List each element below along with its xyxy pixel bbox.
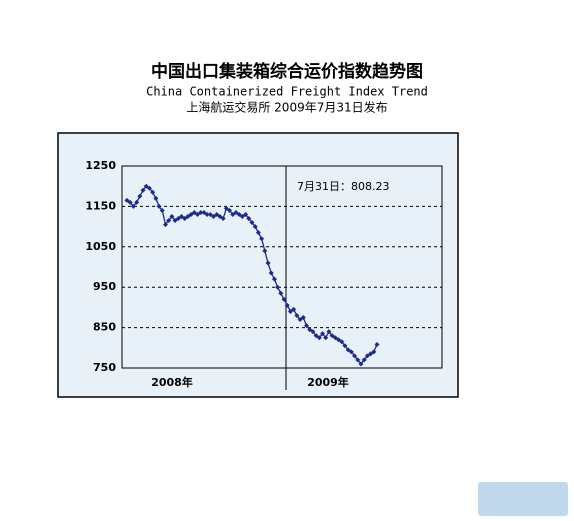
point (182, 216, 188, 222)
point (146, 185, 152, 191)
point (313, 333, 319, 339)
point (150, 189, 156, 195)
point (201, 209, 207, 215)
point (217, 214, 223, 219)
point (162, 222, 168, 228)
point (284, 302, 290, 308)
point (336, 337, 342, 343)
point (352, 353, 358, 359)
point (159, 207, 165, 213)
point (342, 343, 348, 349)
point (130, 203, 136, 209)
point (262, 248, 268, 254)
point (214, 211, 220, 217)
point (223, 205, 229, 211)
chart-subtitle: China Containerized Freight Index Trend (146, 85, 428, 99)
point (307, 327, 313, 333)
point (249, 220, 255, 226)
watermark (478, 482, 568, 516)
point (358, 361, 364, 367)
point (361, 357, 367, 363)
point (156, 203, 162, 209)
y-tick-label: 1150 (85, 199, 116, 212)
point (134, 199, 140, 205)
point (364, 353, 370, 359)
point (300, 315, 306, 320)
annotation: 7月31日：808.23 (297, 180, 390, 193)
point (227, 207, 233, 213)
point (220, 216, 226, 222)
point (230, 211, 236, 217)
point (371, 349, 377, 355)
point (246, 216, 252, 222)
point (287, 308, 293, 314)
point (198, 209, 204, 215)
y-tick-label: 1250 (85, 159, 116, 172)
point (233, 209, 239, 215)
point (323, 335, 329, 341)
point (153, 195, 159, 201)
period-label: 2008年 (151, 375, 193, 389)
point (127, 199, 133, 205)
y-tick-label: 750 (93, 361, 116, 374)
point (268, 270, 274, 276)
point (169, 214, 175, 219)
y-tick-label: 1050 (85, 240, 116, 253)
point (281, 296, 287, 302)
point (332, 335, 338, 341)
point (255, 230, 261, 236)
point (329, 333, 335, 339)
point (316, 335, 322, 341)
y-tick-label: 850 (93, 321, 116, 334)
point (348, 349, 354, 355)
chart-frame (57, 132, 459, 398)
point (291, 306, 297, 312)
point (259, 236, 265, 242)
point (191, 209, 197, 215)
point (265, 260, 271, 266)
point (368, 351, 374, 357)
point (140, 187, 146, 193)
point (166, 218, 172, 224)
point (185, 214, 191, 219)
period-label: 2009年 (307, 375, 349, 389)
point (195, 211, 201, 217)
point (175, 216, 181, 222)
point (243, 211, 249, 217)
chart-title: 中国出口集装箱综合运价指数趋势图 (151, 61, 423, 82)
point (178, 214, 184, 219)
point (326, 329, 332, 335)
point (355, 357, 361, 363)
point (294, 312, 300, 318)
point (124, 197, 130, 203)
point (172, 218, 178, 224)
point (143, 183, 149, 189)
point (275, 284, 281, 290)
point (374, 341, 380, 347)
point (271, 276, 277, 282)
point (211, 214, 217, 219)
point (204, 211, 210, 217)
point (239, 214, 245, 219)
point (252, 224, 258, 230)
y-tick-label: 950 (93, 280, 116, 293)
point (297, 317, 303, 323)
point (339, 339, 345, 345)
plot-area (121, 165, 443, 369)
point (310, 329, 316, 335)
point (137, 193, 143, 199)
point (320, 331, 326, 337)
point (303, 323, 309, 329)
chart-source: 上海航运交易所 2009年7月31日发布 (186, 100, 387, 115)
point (207, 211, 213, 217)
point (278, 290, 284, 296)
point (236, 211, 242, 217)
point (188, 211, 194, 217)
point (345, 347, 351, 353)
